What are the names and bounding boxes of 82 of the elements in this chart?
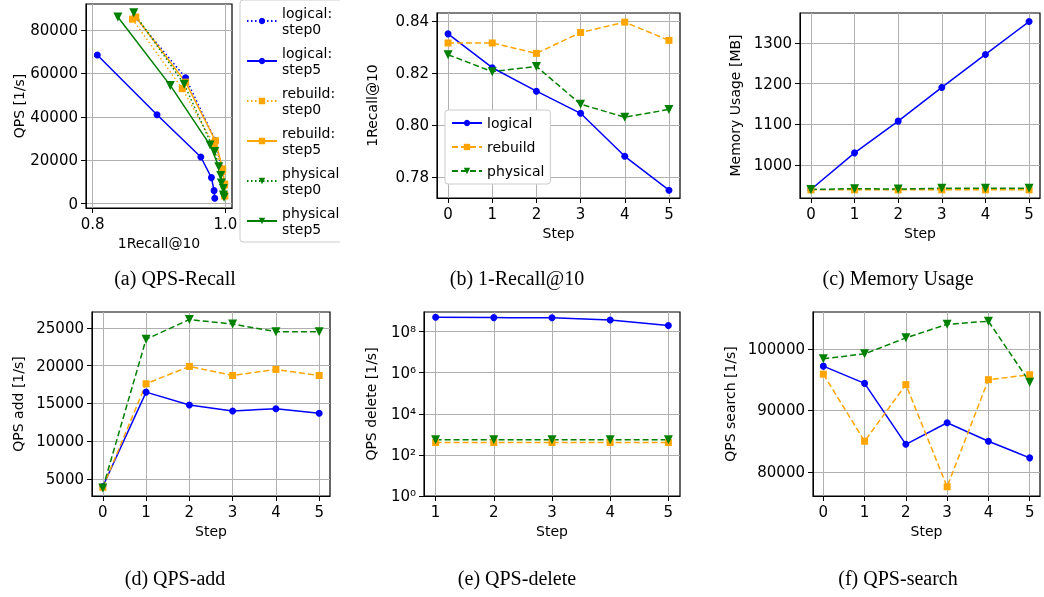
y-tick-label: 1200	[753, 74, 792, 93]
y-tick-label: 80000	[30, 21, 78, 40]
y-tick-label: 25000	[36, 318, 84, 337]
y-tick-label: 0.82	[395, 63, 429, 82]
y-tick-label: 0.84	[395, 11, 429, 30]
x-axis-title: Step	[904, 224, 937, 241]
x-tick-label: 2	[893, 204, 903, 223]
x-tick-label: 3	[937, 204, 947, 223]
y-tick-label: 60000	[30, 64, 78, 83]
x-tick-label: 1	[487, 204, 497, 223]
legend-label: physical: step0	[282, 165, 345, 197]
y-tick-label: 10⁰	[390, 487, 416, 505]
y-tick-label: 20000	[30, 151, 78, 170]
y-axis-title: QPS [1/s]	[11, 73, 28, 139]
x-tick-label: 1	[859, 502, 870, 521]
y-tick-label: 10⁶	[390, 363, 416, 382]
x-tick-label: 0	[818, 502, 829, 521]
legend-label: physical	[487, 163, 545, 179]
x-tick-label: 5	[664, 204, 674, 223]
x-tick-label: 0.8	[80, 214, 105, 233]
y-tick-label: 1100	[753, 115, 792, 134]
y-tick-label: 0.80	[395, 116, 429, 135]
text: (d) QPS-add	[124, 567, 226, 590]
y-axis-title: QPS search [1/s]	[721, 346, 738, 462]
x-tick-label: 1	[430, 502, 441, 521]
x-tick-label: 5	[1024, 502, 1035, 521]
x-tick-label: 5	[1024, 204, 1034, 223]
y-tick-label: 20000	[36, 356, 84, 375]
text: (a) QPS-Recall	[114, 267, 237, 290]
y-tick-label: 10⁴	[390, 404, 416, 423]
x-tick-label: 1	[849, 204, 860, 223]
legend-label: physical: step5	[282, 205, 345, 237]
legend-label: rebuild: step0	[282, 85, 336, 117]
x-tick-label: 4	[271, 502, 281, 521]
x-tick-label: 3	[227, 502, 238, 521]
x-tick-label: 5	[663, 502, 674, 521]
x-axis-title: Step	[536, 522, 569, 539]
x-tick-label: 4	[605, 502, 615, 521]
legend-label: rebuild	[487, 139, 536, 155]
y-tick-label: 5000	[45, 470, 84, 488]
x-tick-label: 1	[141, 502, 151, 521]
y-tick-label: 80000	[757, 463, 805, 481]
legend-label: logical: step0	[282, 5, 333, 37]
x-tick-label: 4	[983, 502, 994, 521]
x-tick-label: 2	[901, 502, 911, 521]
y-tick-label: 40000	[30, 107, 78, 126]
x-tick-label: 2	[531, 204, 542, 223]
y-tick-label: 0.78	[395, 168, 429, 187]
x-tick-label: 4	[980, 204, 991, 223]
y-tick-label: 1000	[753, 156, 792, 175]
legend-label: rebuild: step5	[282, 125, 336, 157]
x-axis-title: Step	[542, 224, 575, 241]
text: (b) 1-Recall@10	[449, 267, 585, 290]
y-tick-label: 100000	[747, 339, 805, 358]
x-tick-label: 4	[620, 204, 630, 223]
text: (c) Memory Usage	[822, 267, 974, 290]
x-tick-label: 3	[942, 502, 952, 521]
x-tick-label: 5	[314, 502, 324, 521]
y-tick-label: 10²	[390, 445, 416, 464]
text: (e) QPS-delete	[457, 567, 577, 590]
y-tick-label: 15000	[36, 394, 84, 413]
x-tick-label: 1.0	[213, 214, 238, 233]
y-axis-title: QPS add [1/s]	[10, 356, 27, 452]
y-tick-label: 10⁸	[390, 322, 416, 341]
x-axis-title: Step	[910, 522, 943, 539]
y-axis-title: Memory Usage [MB]	[727, 34, 743, 177]
y-axis-title: QPS delete [1/s]	[363, 347, 379, 461]
x-tick-label: 2	[489, 502, 499, 521]
x-axis-title: Step	[195, 522, 228, 539]
x-axis-title: 1Recall@10	[117, 234, 201, 251]
x-tick-label: 0	[443, 204, 453, 223]
text: (f) QPS-search	[838, 567, 958, 590]
legend-label: logical: step5	[282, 45, 333, 77]
y-tick-label: 90000	[757, 401, 805, 420]
y-tick-label: 10000	[36, 432, 84, 451]
y-axis-title: 1Recall@10	[364, 64, 380, 147]
x-tick-label: 3	[547, 502, 557, 521]
x-tick-label: 2	[184, 502, 195, 521]
y-tick-label: 1300	[753, 34, 792, 53]
x-tick-label: 3	[575, 204, 586, 223]
x-tick-label: 0	[98, 502, 108, 521]
legend-label: logical	[487, 115, 533, 131]
